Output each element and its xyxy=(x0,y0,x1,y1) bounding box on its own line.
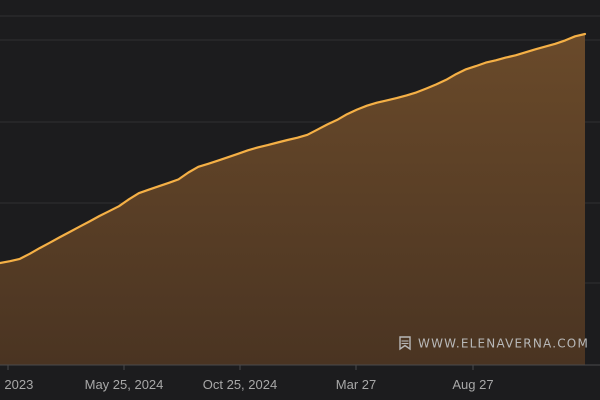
area-fill xyxy=(0,34,585,365)
x-axis-ticks: 24, 2023 May 25, 2024 Oct 25, 2024 Mar 27 Au… xyxy=(0,365,494,392)
x-tick-label: 24, 2023 xyxy=(0,377,33,392)
x-tick-label: Oct 25, 2024 xyxy=(203,377,277,392)
series-line xyxy=(0,32,587,265)
bookmark-icon xyxy=(399,336,411,351)
watermark: WWW.ELENAVERNA.COM xyxy=(399,336,589,351)
x-tick-label: Mar 27 xyxy=(336,377,376,392)
x-tick-label: Aug 27 xyxy=(452,377,493,392)
watermark-text: WWW.ELENAVERNA.COM xyxy=(418,337,589,351)
x-tick-label: May 25, 2024 xyxy=(85,377,164,392)
